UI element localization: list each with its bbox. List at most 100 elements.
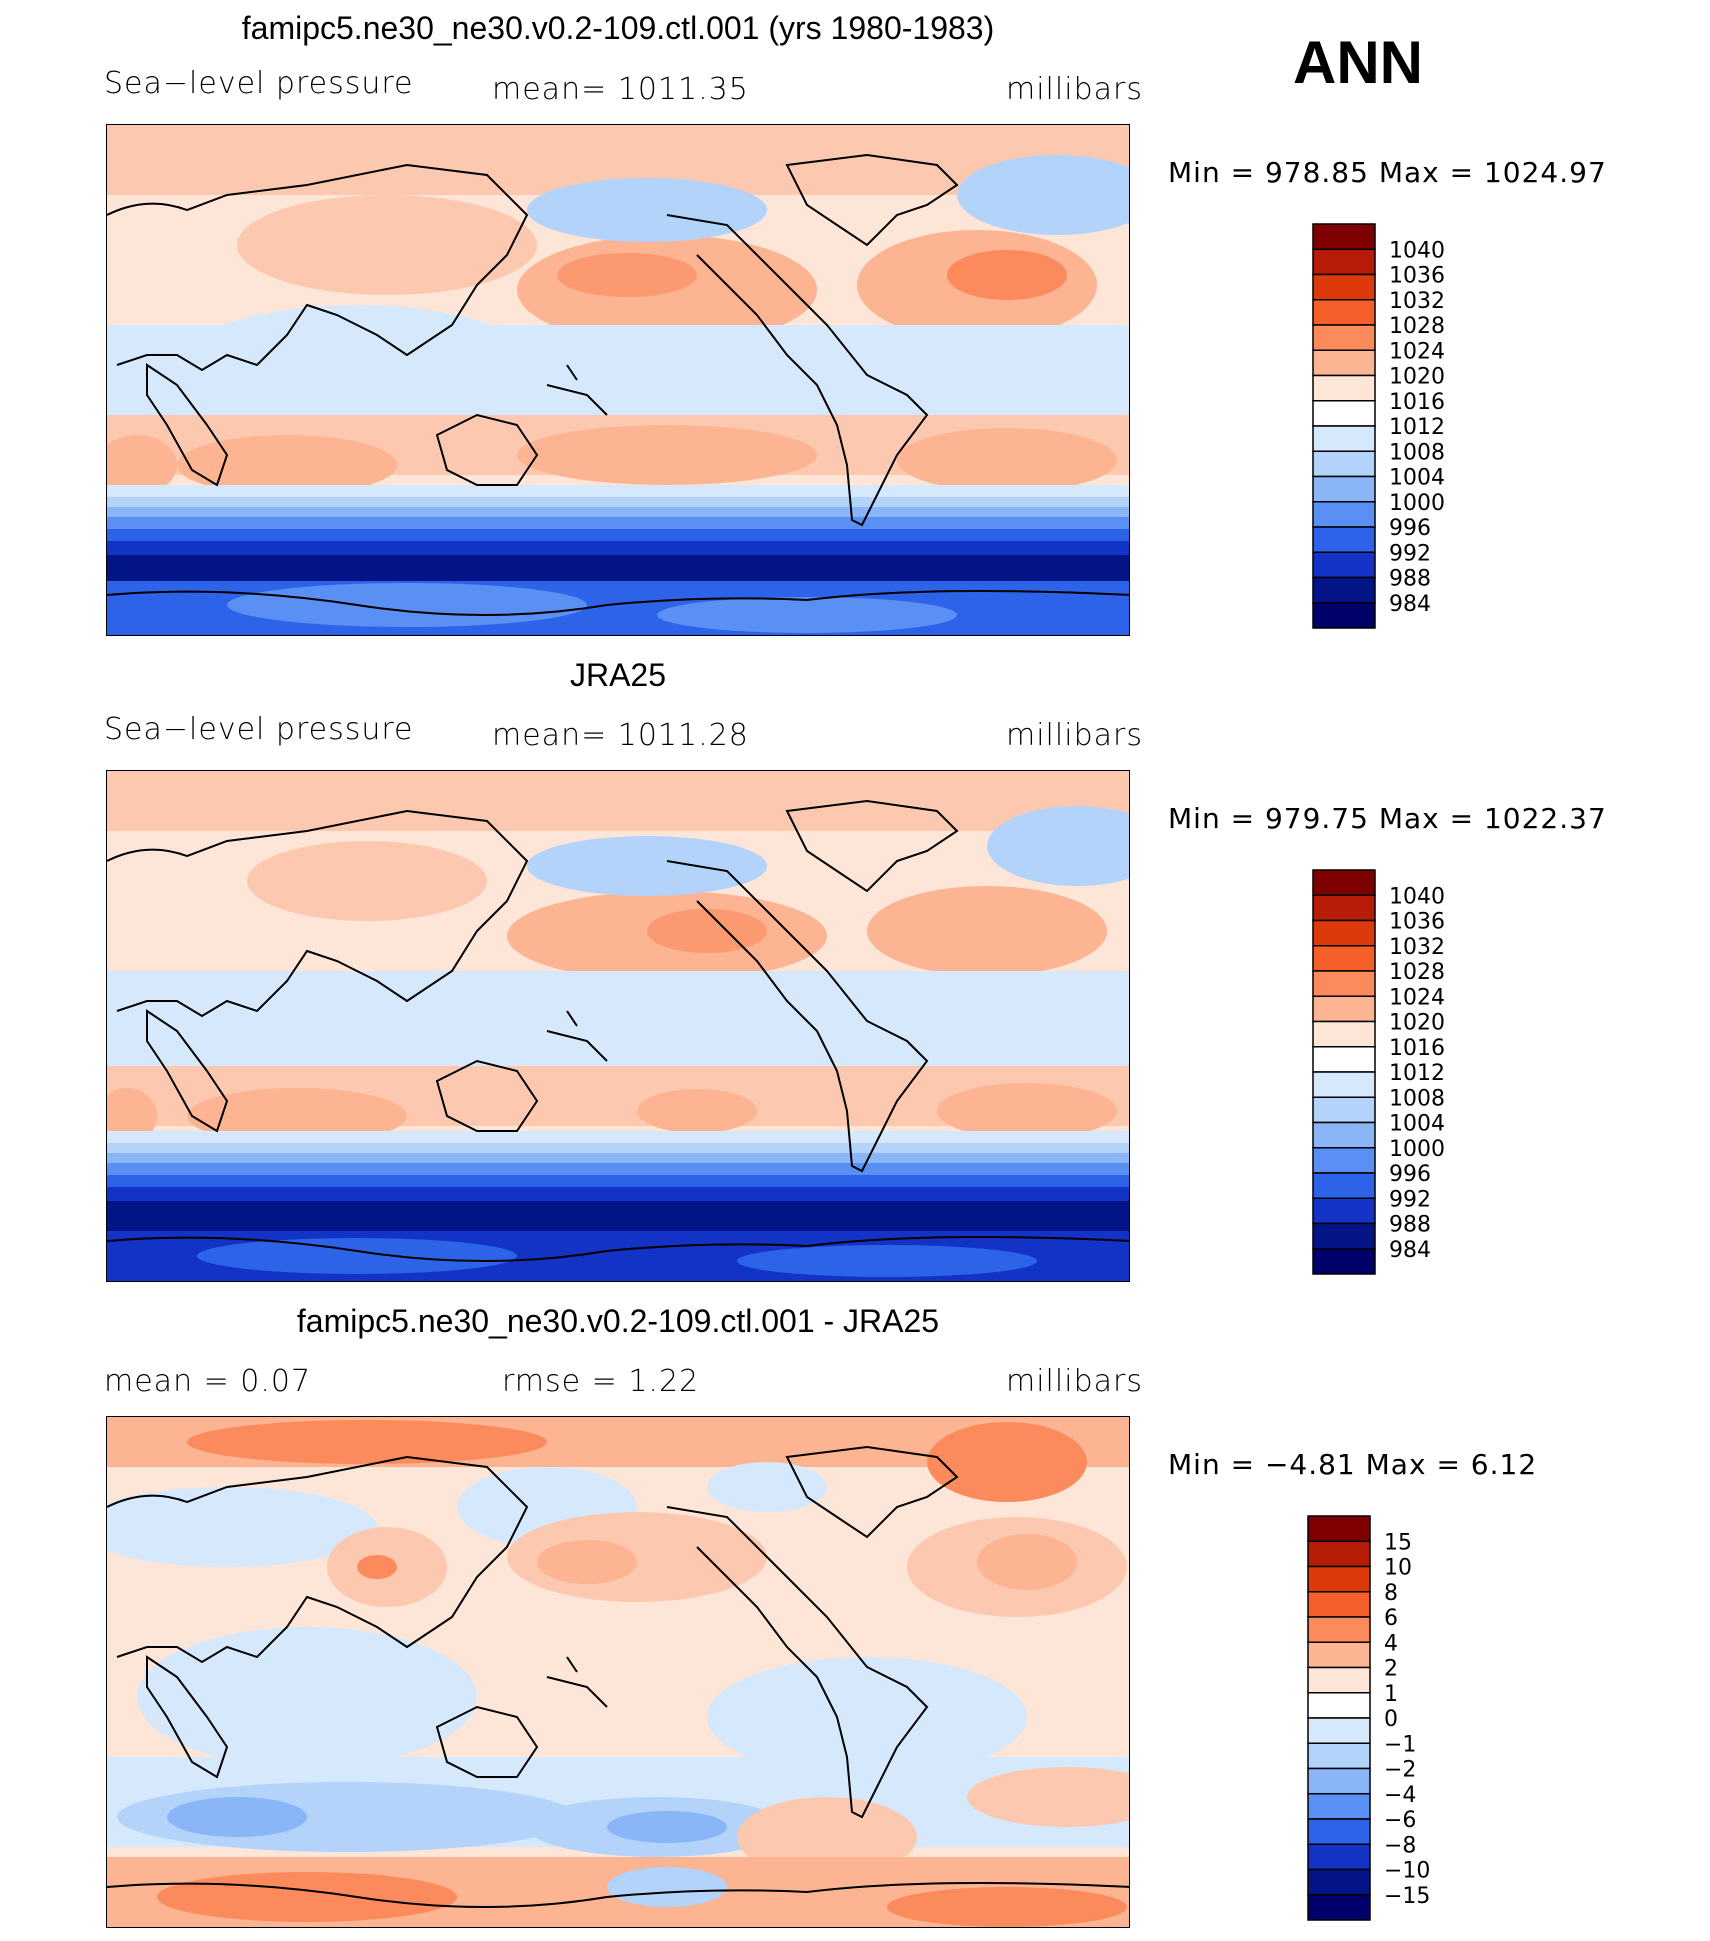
colorbar-tick-label: 4 — [1384, 1631, 1398, 1656]
panel-2-minmax: Min = 979.75 Max = 1022.37 — [1168, 802, 1607, 835]
panel-2-mean-label: mean= 1011.28 — [492, 718, 749, 753]
colorbar-tick-label: 1024 — [1389, 339, 1445, 364]
panel-2-colorbar-svg: 1040103610321028102410201016101210081004… — [1312, 869, 1445, 1275]
colorbar-swatch — [1312, 223, 1376, 250]
colorbar-tick-label: 1028 — [1389, 314, 1445, 339]
colorbar-swatch — [1307, 1843, 1371, 1871]
colorbar-swatch — [1312, 1248, 1376, 1275]
colorbar-tick-label: 6 — [1384, 1606, 1398, 1631]
panel-2-title: JRA25 — [569, 657, 667, 693]
colorbar-tick-label: 1012 — [1389, 415, 1445, 440]
panel-3-mean-label: mean = 0.07 — [104, 1364, 312, 1399]
colorbar-swatch — [1312, 1020, 1376, 1048]
colorbar-swatch — [1307, 1692, 1371, 1719]
colorbar-tick-label: −4 — [1384, 1783, 1416, 1808]
colorbar-tick-label: 1024 — [1389, 985, 1445, 1010]
colorbar-swatch — [1312, 374, 1376, 402]
colorbar-swatch — [1307, 1818, 1371, 1845]
colorbar-swatch — [1312, 349, 1376, 377]
colorbar-tick-label: 988 — [1389, 567, 1431, 592]
colorbar-swatch — [1307, 1767, 1371, 1795]
colorbar-tick-label: 1032 — [1389, 935, 1445, 960]
colorbar-swatch — [1312, 450, 1376, 478]
colorbar-tick-label: 1020 — [1389, 365, 1445, 390]
colorbar-tick-label: −2 — [1384, 1758, 1416, 1783]
colorbar-swatch — [1312, 425, 1376, 452]
season-label: ANN — [1293, 29, 1423, 96]
colorbar-tick-label: −15 — [1384, 1884, 1430, 1909]
panel-3-minmax: Min = −4.81 Max = 6.12 — [1168, 1448, 1538, 1481]
colorbar-tick-label: 1036 — [1389, 910, 1445, 935]
colorbar-tick-label: 8 — [1384, 1581, 1398, 1606]
colorbar-swatch — [1312, 1121, 1376, 1149]
colorbar-swatch — [1312, 551, 1376, 579]
panel-3-colorbar: 15 10 8 6 4 2 1 0 −1 −2 −4 −6 −8 −10 −15 — [1307, 1515, 1430, 1921]
colorbar-swatch — [1312, 400, 1376, 427]
colorbar-tick-label: 1016 — [1389, 390, 1445, 415]
colorbar-swatch — [1312, 1046, 1376, 1073]
colorbar-swatch — [1312, 324, 1376, 351]
colorbar-swatch — [1307, 1565, 1371, 1593]
colorbar-tick-label: 1040 — [1389, 238, 1445, 263]
colorbar-tick-label: 996 — [1389, 1162, 1431, 1187]
colorbar-tick-label: 1004 — [1389, 466, 1445, 491]
colorbar-tick-label: −6 — [1384, 1808, 1416, 1833]
colorbar-swatch — [1312, 894, 1376, 922]
panel-2-variable-label: Sea−level pressure — [104, 712, 414, 747]
colorbar-swatch — [1307, 1717, 1371, 1744]
colorbar-tick-label: 984 — [1389, 1238, 1431, 1263]
colorbar-swatch — [1307, 1616, 1371, 1643]
colorbar-swatch — [1312, 1071, 1376, 1098]
panel-3-units-label: millibars — [1006, 1364, 1143, 1399]
colorbar-swatch — [1307, 1540, 1371, 1568]
colorbar-swatch — [1307, 1591, 1371, 1618]
colorbar-tick-label: 10 — [1384, 1556, 1412, 1581]
colorbar-swatch — [1312, 919, 1376, 947]
panel-1-variable-label: Sea−level pressure — [104, 66, 414, 101]
colorbar-tick-label: 1020 — [1389, 1011, 1445, 1036]
colorbar-tick-label: 988 — [1389, 1213, 1431, 1238]
colorbar-tick-label: 1036 — [1389, 264, 1445, 289]
colorbar-swatch — [1312, 248, 1376, 276]
colorbar-tick-label: 1008 — [1389, 1086, 1445, 1111]
colorbar-tick-label: 1012 — [1389, 1061, 1445, 1086]
colorbar-tick-label: 984 — [1389, 592, 1431, 617]
colorbar-swatch — [1312, 1172, 1376, 1199]
colorbar-tick-label: −8 — [1384, 1833, 1416, 1858]
colorbar-swatch — [1312, 1096, 1376, 1124]
colorbar-tick-label: 1000 — [1389, 1137, 1445, 1162]
colorbar-tick-label: 1032 — [1389, 289, 1445, 314]
colorbar-tick-label: 0 — [1384, 1707, 1398, 1732]
colorbar-tick-label: 992 — [1389, 1187, 1431, 1212]
panel-1-colorbar-svg: 1040103610321028102410201016101210081004… — [1312, 223, 1445, 629]
colorbar-swatch — [1312, 273, 1376, 301]
colorbar-swatch — [1307, 1515, 1371, 1542]
colorbar-swatch — [1312, 576, 1376, 604]
colorbar-swatch — [1307, 1894, 1371, 1921]
colorbar-swatch — [1312, 1222, 1376, 1250]
colorbar-swatch — [1307, 1641, 1371, 1669]
colorbar-swatch — [1312, 526, 1376, 553]
colorbar-swatch — [1307, 1742, 1371, 1770]
colorbar-tick-label: 1000 — [1389, 491, 1445, 516]
colorbar-swatch — [1312, 869, 1376, 896]
panel-1-map — [106, 124, 1130, 636]
colorbar-tick-label: 1004 — [1389, 1112, 1445, 1137]
colorbar-tick-label: 996 — [1389, 516, 1431, 541]
panel-3-title: famipc5.ne30_ne30.v0.2-109.ctl.001 - JRA… — [296, 1303, 940, 1339]
colorbar-swatch — [1312, 475, 1376, 503]
colorbar-tick-label: 1028 — [1389, 960, 1445, 985]
panel-1-colorbar: 1040 1036 1032 1028 1024 1020 1016 1012 1008 1004… — [1312, 223, 1445, 629]
colorbar-swatch — [1307, 1868, 1371, 1896]
colorbar-swatch — [1312, 995, 1376, 1023]
colorbar-swatch — [1312, 1147, 1376, 1174]
panel-2-units-label: millibars — [1006, 718, 1143, 753]
panel-3-rmse-label: rmse = 1.22 — [502, 1364, 700, 1399]
colorbar-swatch — [1307, 1793, 1371, 1820]
colorbar-tick-label: −1 — [1384, 1732, 1416, 1757]
colorbar-tick-label: 1 — [1384, 1682, 1398, 1707]
panel-1-title: famipc5.ne30_ne30.v0.2-109.ctl.001 (yrs … — [241, 10, 995, 46]
panel-2-map — [106, 770, 1130, 1282]
panel-1-mean-label: mean= 1011.35 — [492, 72, 749, 107]
